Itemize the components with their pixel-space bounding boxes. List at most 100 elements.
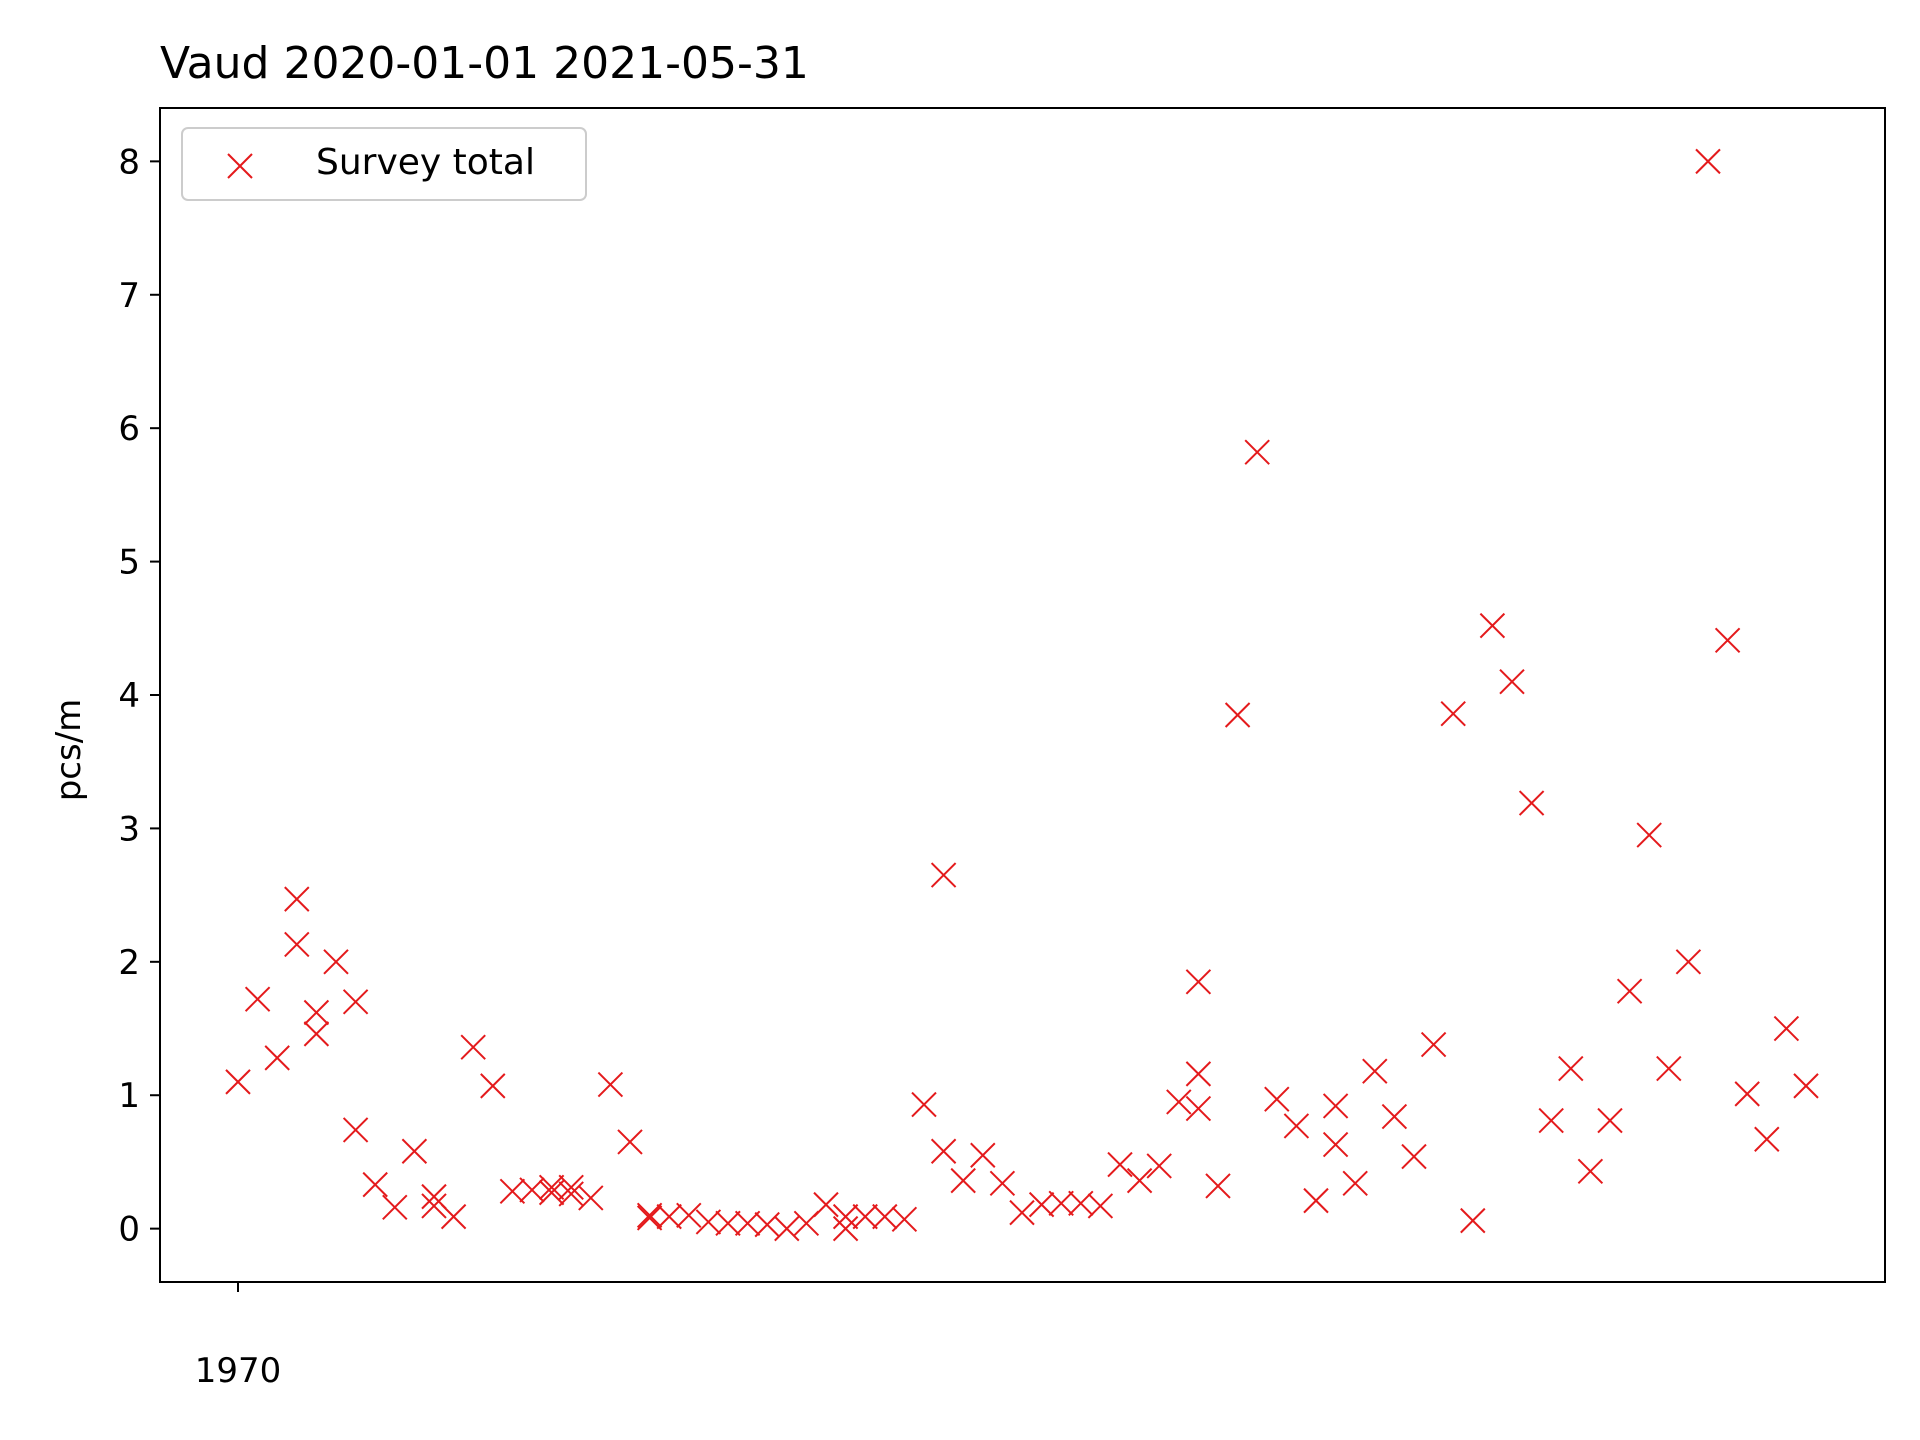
data-point [636,1202,663,1229]
data-point [1675,949,1702,975]
data-point [1185,969,1212,995]
data-point [813,1191,839,1218]
data-point [1322,1093,1349,1119]
data-point [832,1215,859,1242]
data-point [323,949,349,975]
data-point [1479,612,1506,639]
data-point [695,1209,722,1235]
data-point [342,989,369,1015]
data-point [1754,1126,1780,1152]
data-point [1714,627,1741,654]
data-point [1401,1143,1427,1170]
data-point [1577,1158,1604,1184]
legend: Survey total [181,127,587,201]
data-point [1322,1131,1349,1158]
data-point [284,931,310,958]
data-points [225,148,1819,1242]
data-point [264,1045,290,1071]
data-point [1342,1170,1368,1196]
data-point [1381,1103,1408,1130]
data-point [1636,822,1662,848]
data-point [1166,1089,1192,1115]
data-point [1597,1107,1623,1134]
data-point [676,1202,702,1229]
data-point [970,1142,996,1168]
data-point [911,1091,937,1118]
legend-label-survey-total: Survey total [316,142,535,183]
data-point [1734,1081,1760,1107]
y-tick-label: 6 [118,409,140,449]
y-axis: 0 1 2 3 4 5 6 7 8 [118,142,160,1250]
data-point [578,1185,604,1211]
data-point [1773,1015,1800,1042]
data-point [480,1073,506,1099]
y-axis-label: pcs/m [49,699,89,802]
data-point [538,1174,565,1200]
plot-area [159,107,1886,1283]
y-tick-label: 3 [118,809,140,849]
data-point [558,1174,584,1200]
data-point [284,886,310,912]
data-point [1538,1107,1564,1134]
data-point [342,1117,369,1143]
legend-box [181,127,587,201]
data-point [832,1203,859,1230]
data-point [656,1203,682,1230]
data-point [382,1194,408,1220]
data-point [1048,1190,1074,1216]
y-tick-label: 7 [118,276,140,316]
y-tick-label: 5 [118,543,140,583]
data-point [1460,1207,1486,1234]
data-point [715,1210,741,1237]
data-point [1793,1073,1819,1099]
data-point [1303,1187,1329,1214]
data-point [1420,1031,1447,1058]
data-point [1224,702,1251,728]
data-point [225,1069,251,1095]
data-point [1185,1061,1212,1087]
data-point [1028,1191,1055,1218]
legend-marker-x [227,153,253,179]
data-point [950,1167,976,1194]
data-point [1126,1167,1153,1194]
data-point [460,1034,486,1060]
y-tick-label: 1 [118,1076,140,1116]
data-point [1518,790,1545,816]
x-tick-label: 1970 [195,1351,282,1391]
data-point [989,1170,1016,1196]
chart-title: Vaud 2020-01-01 2021-05-31 [160,38,809,89]
data-point [421,1193,447,1219]
legend-marker [227,153,253,179]
data-point [734,1210,761,1237]
data-point [303,1021,330,1047]
data-point [636,1205,663,1231]
data-point [1440,700,1466,727]
data-point [303,999,330,1026]
data-point [1107,1151,1133,1178]
data-point [244,986,271,1012]
data-point [1283,1113,1310,1139]
data-point [440,1203,467,1230]
data-point [1264,1086,1290,1112]
data-point [852,1203,878,1230]
y-tick-label: 8 [118,142,140,182]
data-point [1087,1193,1114,1219]
data-point [362,1171,388,1198]
data-point [1185,1095,1212,1122]
y-tick-label: 0 [118,1210,140,1250]
data-point [1499,668,1525,695]
data-point [1362,1058,1388,1084]
data-point [930,1138,957,1164]
data-point [401,1138,428,1164]
data-point [1146,1153,1172,1179]
data-point [1205,1173,1231,1199]
data-point [1616,978,1643,1004]
data-point [499,1178,526,1204]
data-point [1009,1199,1035,1226]
data-point [1695,148,1721,175]
x-axis: 1970 [195,1282,282,1391]
data-point [1656,1055,1682,1082]
data-point [1558,1055,1584,1082]
data-point [1244,439,1270,465]
